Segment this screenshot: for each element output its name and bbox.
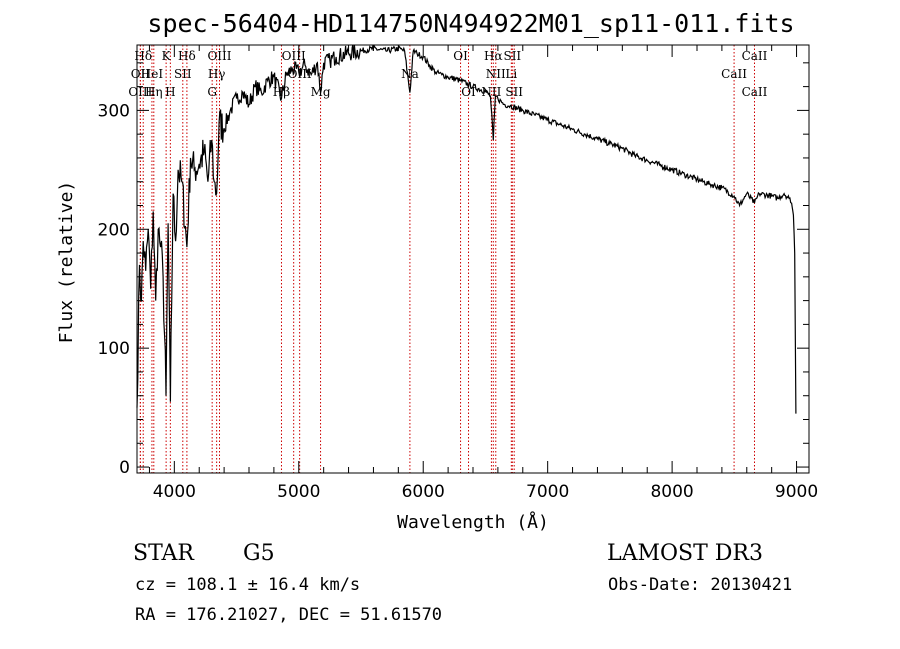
object-subclass: G5 (243, 541, 275, 566)
line-marker-label-25: CaII (742, 85, 768, 99)
line-marker-label-2: Hδ (178, 49, 196, 63)
plot-frame (136, 44, 810, 474)
redshift-readout: cz = 108.1 ± 16.4 km/s (135, 575, 360, 595)
x-tick-label-7000: 7000 (526, 482, 569, 502)
x-tick-label-5000: 5000 (277, 482, 320, 502)
line-marker-label-3: OIII (207, 49, 231, 63)
line-marker-label-22: OI (461, 85, 476, 99)
line-marker-label-8: CaII (742, 49, 768, 63)
line-marker-label-16: Li (505, 67, 517, 81)
line-marker-label-19: Hη (145, 85, 163, 99)
line-marker-label-7: SII (503, 49, 521, 63)
coordinates: RA = 176.21027, DEC = 51.61570 (135, 605, 442, 625)
line-marker-label-21: G (207, 85, 217, 99)
line-marker-label-18: OIII (128, 85, 152, 99)
line-marker-label-0: Hδ (134, 49, 152, 63)
x-tick-label-8000: 8000 (650, 482, 693, 502)
y-tick-label-200: 200 (98, 220, 130, 240)
line-marker-label-5: OI (453, 49, 468, 63)
object-class: STAR (133, 541, 195, 566)
line-marker-label-4: OIII (282, 49, 306, 63)
survey-name: LAMOST DR3 (607, 541, 763, 566)
chart-title: spec-56404-HD114750N494922M01_sp11-011.f… (147, 9, 794, 38)
spectrum-line (136, 44, 797, 414)
line-marker-label-15: NII (486, 67, 506, 81)
line-markers (139, 45, 755, 473)
x-axis-label: Wavelength (Å) (397, 511, 549, 533)
y-axis-label: Flux (relative) (56, 181, 77, 344)
line-marker-label-1: K (162, 49, 172, 63)
line-marker-label-17: CaII (721, 67, 747, 81)
line-marker-label-11: SII (174, 67, 192, 81)
line-marker-label-14: Na (401, 67, 419, 81)
line-marker-label-20: H (165, 85, 175, 99)
line-marker-label-10: HeI (141, 67, 164, 81)
x-tick-label-9000: 9000 (775, 482, 818, 502)
x-axis-ticks: 4000 5000 6000 7000 8000 9000 (148, 45, 818, 502)
y-axis-ticks: 0 100 200 300 (98, 62, 809, 478)
line-marker-label-24: SII (505, 85, 523, 99)
y-tick-label-0: 0 (119, 458, 130, 478)
line-marker-label-6: Hα (484, 49, 503, 63)
x-tick-label-6000: 6000 (402, 482, 445, 502)
line-marker-label-9: OII (131, 67, 151, 81)
line-marker-label-12: Hγ (208, 67, 226, 81)
obs-date: Obs-Date: 20130421 (608, 575, 792, 595)
x-tick-label-4000: 4000 (153, 482, 196, 502)
y-tick-label-300: 300 (98, 101, 130, 121)
line-marker-label-26: Hβ (273, 85, 290, 99)
y-tick-label-100: 100 (98, 339, 130, 359)
